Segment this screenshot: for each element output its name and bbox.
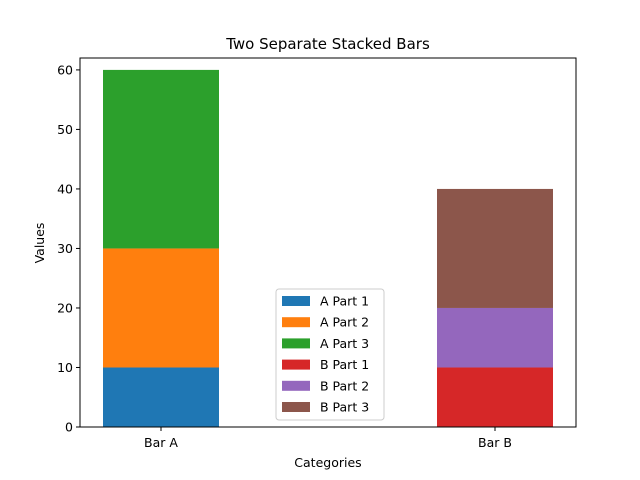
legend-swatch xyxy=(282,359,310,370)
x-tick-label: Bar B xyxy=(478,435,512,450)
legend-label: A Part 2 xyxy=(320,315,369,330)
chart-title: Two Separate Stacked Bars xyxy=(225,35,430,53)
bar-segment-b-part-1 xyxy=(437,367,553,427)
y-tick-label: 0 xyxy=(65,420,73,435)
bar-segment-a-part-1 xyxy=(103,367,219,427)
legend-swatch xyxy=(282,317,310,328)
bar-segment-a-part-2 xyxy=(103,248,219,368)
y-tick-label: 20 xyxy=(57,300,73,315)
y-tick-label: 50 xyxy=(57,122,73,137)
y-tick-label: 10 xyxy=(57,360,73,375)
bars-group xyxy=(103,69,553,427)
y-axis: 0 10 20 30 40 50 60 xyxy=(57,62,80,435)
plot-frame xyxy=(79,57,577,428)
legend-swatch xyxy=(282,338,310,349)
y-tick-label: 30 xyxy=(57,241,73,256)
x-axis: Bar A Bar B xyxy=(144,427,512,450)
y-tick-label: 60 xyxy=(57,62,73,77)
legend-label: B Part 3 xyxy=(320,400,369,415)
bar-segment-a-part-3 xyxy=(103,69,219,249)
legend-label: A Part 1 xyxy=(320,294,369,309)
y-tick-label: 40 xyxy=(57,181,73,196)
x-tick-label: Bar A xyxy=(144,435,178,450)
legend-swatch xyxy=(282,380,310,391)
bar-segment-b-part-3 xyxy=(437,188,553,308)
legend: A Part 1 A Part 2 A Part 3 B Part 1 B Part 2… xyxy=(275,288,385,421)
legend-swatch xyxy=(282,296,310,306)
legend-label: B Part 1 xyxy=(320,357,369,372)
bar-segment-b-part-2 xyxy=(437,307,553,368)
legend-label: A Part 3 xyxy=(320,336,369,351)
legend-swatch xyxy=(282,402,310,412)
x-axis-label: Categories xyxy=(294,455,361,470)
y-axis-label: Values xyxy=(32,223,47,264)
legend-label: B Part 2 xyxy=(320,378,369,393)
